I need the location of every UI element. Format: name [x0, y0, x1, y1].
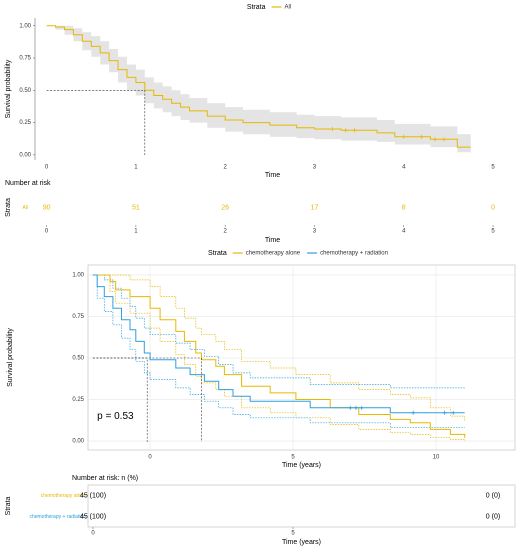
legend-label: chemotherapy alone — [246, 251, 301, 257]
censor-mark — [433, 137, 437, 142]
censor-mark — [419, 134, 424, 139]
survival-curve — [92, 274, 465, 414]
row-label: All — [22, 205, 28, 211]
risk-count: 26 — [221, 204, 229, 211]
risk-count: 45 (100) — [80, 513, 106, 520]
risk-count: 0 (0) — [486, 513, 500, 520]
x-tick-label: 2 — [224, 229, 228, 235]
y-tick-label: 0.50 — [72, 356, 84, 362]
x-tick-label: 0 — [45, 229, 49, 235]
legend-title: Strata — [247, 4, 266, 11]
censor-mark — [343, 128, 348, 133]
x-tick-label: 5 — [291, 531, 295, 537]
row-label: chemotherapy + radiation — [29, 514, 86, 520]
legend-label: All — [285, 5, 292, 11]
risk-count: 45 (100) — [80, 492, 106, 499]
x-tick-label: 2 — [224, 165, 228, 171]
x-tick-label: 4 — [402, 165, 406, 171]
ci-lower — [92, 274, 465, 429]
confidence-band — [46, 25, 471, 153]
legend-label: chemotherapy + radiation — [320, 251, 388, 257]
x-tick-label: 5 — [491, 165, 495, 171]
panel — [87, 264, 516, 451]
x-axis-label: Time — [265, 172, 280, 179]
x-tick-label: 1 — [134, 165, 138, 171]
p-value: p = 0.53 — [97, 411, 134, 422]
risk-count: 51 — [132, 204, 140, 211]
censor-mark — [359, 405, 364, 410]
censor-mark — [330, 127, 335, 132]
x-axis-label: Time (years) — [282, 462, 321, 469]
y-tick-label: 0.25 — [72, 397, 84, 403]
censor-mark — [401, 134, 406, 139]
y-tick-label: 0.75 — [72, 314, 84, 320]
x-tick-label: 1 — [134, 229, 138, 235]
x-tick-label: 3 — [313, 229, 317, 235]
y-tick-label: 0.75 — [19, 56, 31, 62]
x-axis-label: Time (years) — [282, 539, 321, 546]
median-line — [92, 357, 148, 442]
legend-title: Strata — [208, 250, 227, 257]
survival-curve — [92, 274, 466, 438]
risk-count: 17 — [311, 204, 319, 211]
risk-count: 0 (0) — [486, 492, 500, 499]
risk-count: 0 — [491, 204, 495, 211]
censor-mark — [352, 128, 357, 133]
y-tick-label: 1.00 — [19, 23, 31, 29]
table-title: Number at risk: n (%) — [72, 475, 138, 482]
x-tick-label: 4 — [402, 229, 406, 235]
x-tick-label: 10 — [433, 455, 440, 461]
risk-count: 8 — [402, 204, 406, 211]
censor-mark — [348, 405, 353, 410]
x-tick-label: 0 — [91, 531, 95, 537]
x-axis-label: Time — [265, 237, 280, 244]
table-title: Number at risk — [5, 180, 51, 187]
risk-count: 90 — [43, 204, 51, 211]
x-tick-label: 3 — [313, 165, 317, 171]
table-panel — [87, 484, 516, 528]
censor-mark — [353, 405, 358, 410]
censor-mark — [411, 410, 416, 415]
y-axis-label: Survival probability — [7, 328, 14, 387]
x-tick-label: 5 — [291, 455, 295, 461]
y-axis-label: Strata — [5, 497, 12, 516]
y-tick-label: 0.00 — [72, 439, 84, 445]
y-tick-label: 0.25 — [19, 120, 31, 126]
y-tick-label: 0.50 — [19, 88, 31, 94]
x-tick-label: 5 — [491, 229, 495, 235]
x-tick-label: 0 — [148, 455, 152, 461]
y-axis-label: Survival probability — [5, 59, 12, 118]
row-label: chemotherapy alone — [41, 493, 87, 499]
ci-upper — [92, 274, 466, 422]
censor-mark — [441, 137, 446, 142]
y-axis-label: Strata — [5, 198, 12, 217]
median-line — [46, 89, 146, 155]
survival-curve — [46, 25, 471, 148]
x-tick-label: 0 — [45, 165, 49, 171]
censor-mark — [451, 410, 456, 415]
y-tick-label: 0.00 — [19, 152, 31, 158]
censor-mark — [442, 410, 447, 415]
y-tick-label: 1.00 — [72, 273, 84, 279]
